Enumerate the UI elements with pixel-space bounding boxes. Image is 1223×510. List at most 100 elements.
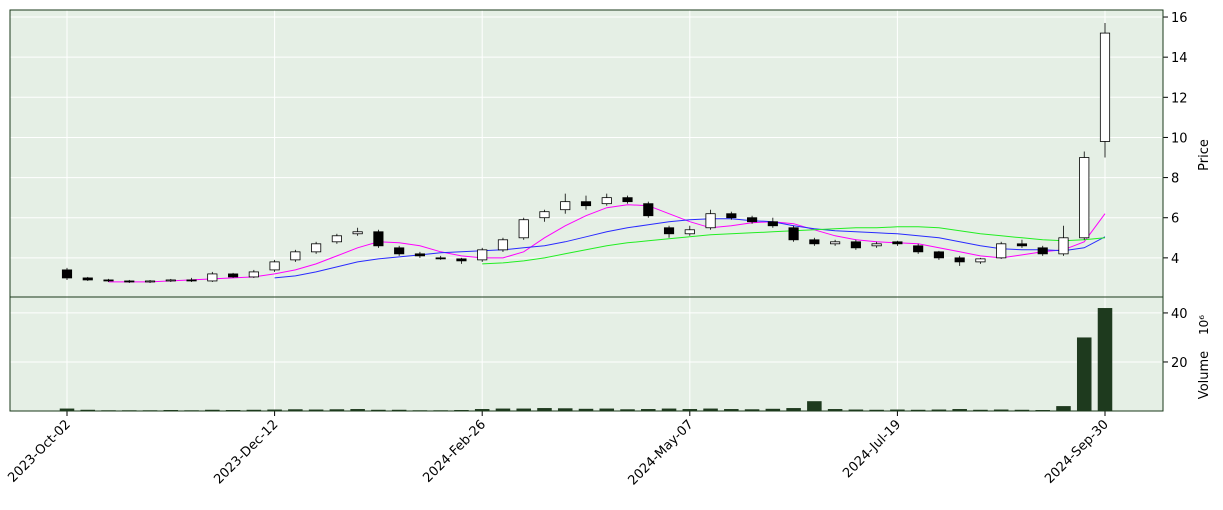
- volume-bar: [869, 409, 884, 411]
- candle-body: [1058, 237, 1069, 255]
- y-tick-label: 14: [1171, 51, 1188, 66]
- volume-bar: [952, 409, 967, 411]
- candle-body: [435, 257, 446, 260]
- candle-body: [456, 258, 467, 262]
- candle-body: [892, 241, 903, 245]
- y-tick-label: 4: [1171, 252, 1179, 267]
- candle-body: [1099, 32, 1111, 142]
- candle-body: [228, 273, 239, 278]
- candle-body: [186, 279, 197, 282]
- x-tick-label: 2023-Oct-02: [5, 417, 73, 485]
- x-tick-label: 2023-Dec-12: [211, 417, 281, 487]
- volume-bar: [973, 409, 988, 411]
- candle-body: [82, 277, 93, 281]
- candle-body: [331, 235, 342, 243]
- moving-average-line: [274, 218, 1106, 279]
- candle-body: [684, 229, 695, 235]
- volume-bar: [495, 408, 511, 411]
- volume-bar: [765, 408, 781, 411]
- volume-bar: [827, 409, 843, 411]
- candle-body: [394, 247, 405, 255]
- candle-body: [913, 245, 924, 253]
- volume-scale-label: 10⁶: [1197, 315, 1211, 335]
- candle-body: [788, 227, 799, 241]
- x-tick-label: 2024-May-07: [625, 417, 696, 488]
- price-panel: [10, 10, 1163, 297]
- volume-bar: [537, 408, 552, 411]
- candle-body: [975, 258, 986, 263]
- y-tick-label: 20: [1171, 356, 1188, 371]
- candle-body: [269, 261, 280, 271]
- volume-bar: [910, 409, 926, 411]
- y-axis-label: Price: [1197, 139, 1212, 171]
- candle-body: [1037, 247, 1048, 255]
- frame: [9, 9, 1164, 412]
- volume-bar: [1056, 406, 1071, 411]
- volume-bar: [80, 409, 96, 411]
- volume-bar: [620, 409, 635, 411]
- volume-bar: [1076, 337, 1092, 411]
- y-tick-label: 6: [1171, 212, 1179, 227]
- y-tick-label: 8: [1171, 172, 1179, 187]
- candle-body: [373, 231, 384, 247]
- volume-bar: [931, 409, 947, 411]
- candle-body: [705, 213, 716, 229]
- candle-body: [61, 269, 73, 279]
- volume-bar: [724, 409, 739, 411]
- candle-body: [477, 249, 488, 261]
- candle-body: [290, 251, 301, 261]
- volume-bar: [557, 408, 573, 411]
- candle-body: [747, 217, 758, 223]
- candle-body: [497, 239, 509, 251]
- volume-bar: [205, 409, 220, 411]
- candle-body: [1079, 157, 1090, 239]
- candle-body: [248, 271, 259, 278]
- candle-body: [165, 279, 176, 282]
- volume-bar: [807, 401, 822, 411]
- candle-body: [809, 239, 820, 245]
- candle-body: [850, 241, 861, 249]
- volume-bar: [371, 409, 386, 411]
- volume-bar: [308, 409, 324, 411]
- x-tick-label: 2024-Feb-26: [420, 417, 489, 486]
- volume-panel: [10, 297, 1163, 411]
- volume-bar: [329, 409, 345, 411]
- candle-body: [103, 279, 114, 282]
- candle-body: [414, 253, 425, 257]
- volume-bar: [744, 409, 760, 411]
- y-tick-label: 40: [1171, 307, 1188, 322]
- candle-body: [996, 243, 1007, 259]
- volume-bar: [516, 408, 531, 411]
- volume-bar: [1014, 409, 1030, 411]
- candle-body: [601, 197, 612, 205]
- candle-body: [207, 273, 218, 282]
- volume-bar: [599, 408, 615, 411]
- y-tick-label: 12: [1171, 91, 1188, 106]
- candle-body: [663, 227, 675, 235]
- volume-bar: [661, 408, 677, 411]
- y-tick-label: 10: [1171, 131, 1188, 146]
- volume-bar: [246, 409, 262, 411]
- candle-body: [560, 201, 571, 211]
- candle-body: [830, 241, 841, 245]
- x-tick-label: 2024-Jul-19: [840, 417, 904, 481]
- candle-body: [311, 243, 322, 253]
- candle-body: [643, 203, 654, 217]
- candle-body: [1016, 243, 1028, 247]
- volume-bar: [682, 409, 698, 411]
- candle-body: [144, 280, 156, 283]
- volume-bar: [890, 409, 905, 411]
- candle-body: [518, 219, 529, 239]
- volume-bar: [578, 408, 594, 411]
- candle-body: [954, 257, 965, 263]
- x-tick-label: 2024-Sep-30: [1042, 417, 1112, 487]
- volume-bar: [391, 409, 407, 411]
- candle-body: [871, 243, 882, 247]
- volume-bar: [350, 409, 365, 411]
- candle-body: [767, 221, 778, 227]
- candle-body: [539, 211, 550, 219]
- candle-body: [933, 251, 944, 259]
- candle-body: [726, 213, 737, 219]
- volume-bar: [993, 409, 1009, 411]
